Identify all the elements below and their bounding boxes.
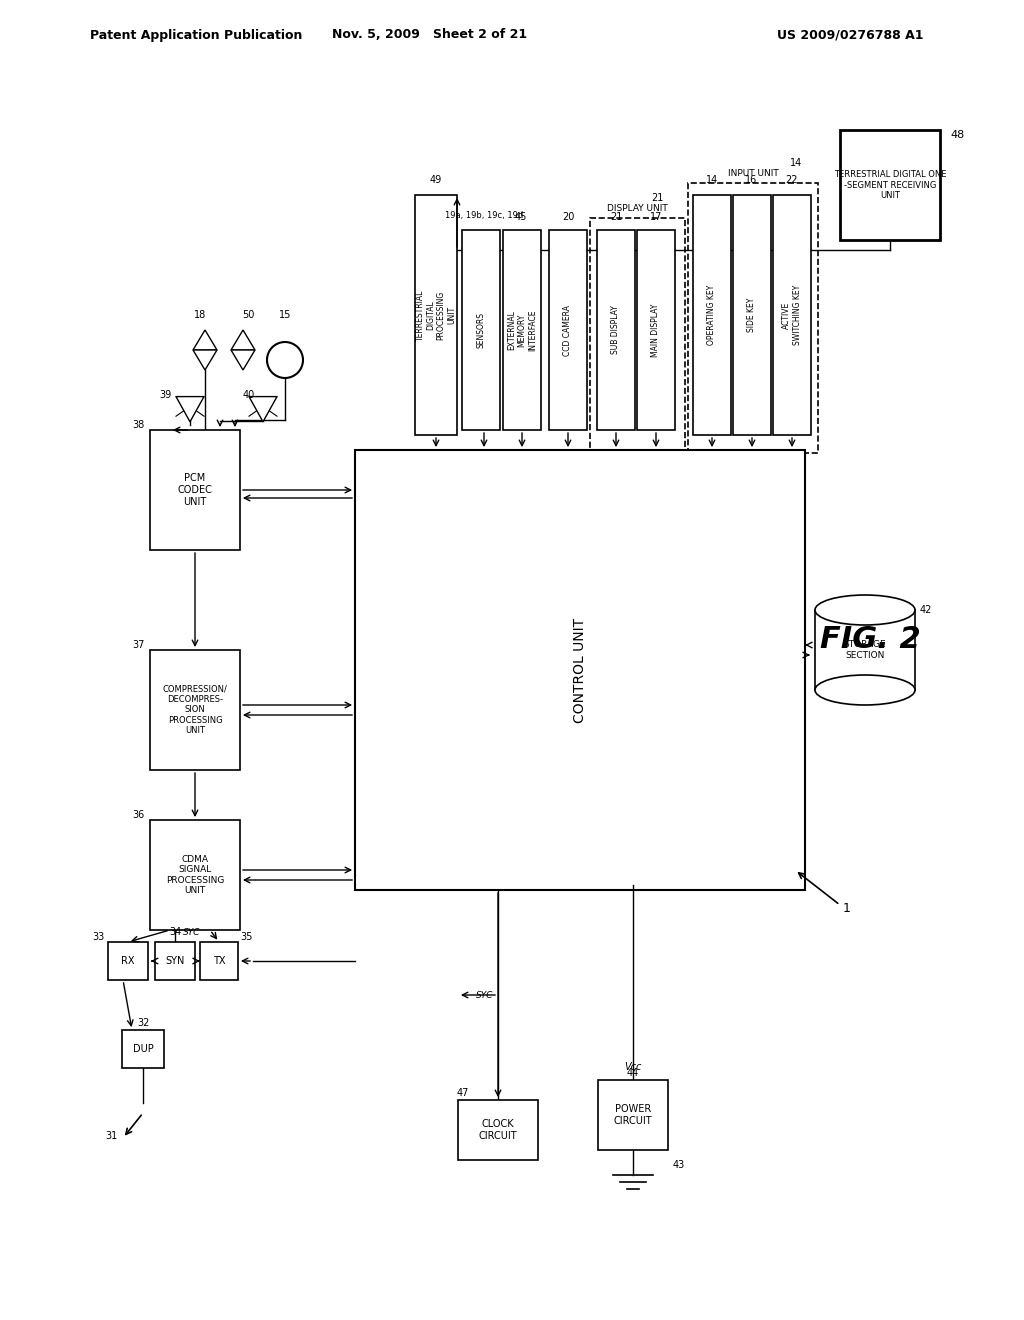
Text: CONTROL UNIT: CONTROL UNIT <box>573 618 587 722</box>
Ellipse shape <box>815 595 915 624</box>
Polygon shape <box>231 330 255 350</box>
Text: 39: 39 <box>160 389 172 400</box>
Text: 20: 20 <box>562 213 574 222</box>
Bar <box>549 230 587 430</box>
Polygon shape <box>249 396 278 422</box>
Bar <box>637 230 675 430</box>
Text: SYC: SYC <box>475 990 493 999</box>
Text: SIDE KEY: SIDE KEY <box>748 298 757 333</box>
Text: 34: 34 <box>169 927 181 937</box>
Bar <box>122 1030 164 1068</box>
Ellipse shape <box>815 675 915 705</box>
Bar <box>815 610 915 690</box>
Text: 50: 50 <box>242 310 254 319</box>
Text: RX: RX <box>121 956 135 966</box>
Text: Patent Application Publication: Patent Application Publication <box>90 29 302 41</box>
Text: 48: 48 <box>950 129 965 140</box>
Text: 21: 21 <box>610 213 623 222</box>
Text: 19a, 19b, 19c, 19d: 19a, 19b, 19c, 19d <box>444 211 523 220</box>
Text: CDMA
SIGNAL
PROCESSING
UNIT: CDMA SIGNAL PROCESSING UNIT <box>166 855 224 895</box>
Bar <box>503 230 541 430</box>
Text: 22: 22 <box>784 176 798 185</box>
Text: 47: 47 <box>457 1088 469 1098</box>
Text: 49: 49 <box>430 176 442 185</box>
Bar <box>733 195 771 436</box>
Text: MAIN DISPLAY: MAIN DISPLAY <box>651 304 660 356</box>
Text: 40: 40 <box>243 389 255 400</box>
Bar <box>150 430 240 550</box>
Text: SENSORS: SENSORS <box>476 312 485 348</box>
Text: EXTERNAL
MEMORY
INTERFACE: EXTERNAL MEMORY INTERFACE <box>507 309 537 351</box>
Text: ACTIVE
SWITCHING KEY: ACTIVE SWITCHING KEY <box>782 285 802 345</box>
Text: DUP: DUP <box>133 1044 154 1053</box>
Text: TX: TX <box>213 956 225 966</box>
Text: 32: 32 <box>137 1018 150 1028</box>
Bar <box>840 129 940 240</box>
Text: 36: 36 <box>133 810 145 820</box>
Bar <box>458 1100 538 1160</box>
Bar <box>688 183 818 453</box>
Bar <box>150 649 240 770</box>
Polygon shape <box>193 330 217 350</box>
Bar <box>108 942 148 979</box>
Text: OPERATING KEY: OPERATING KEY <box>708 285 717 345</box>
Text: SYN: SYN <box>165 956 184 966</box>
Circle shape <box>267 342 303 378</box>
Text: TERRESTRIAL
DIGITAL
PROCESSING
UNIT: TERRESTRIAL DIGITAL PROCESSING UNIT <box>416 289 456 341</box>
Text: 44: 44 <box>627 1068 639 1078</box>
Polygon shape <box>176 396 204 422</box>
Bar <box>773 195 811 436</box>
Text: STORAGE
SECTION: STORAGE SECTION <box>844 640 887 660</box>
Text: Nov. 5, 2009   Sheet 2 of 21: Nov. 5, 2009 Sheet 2 of 21 <box>333 29 527 41</box>
Text: COMPRESSION/
DECOMPRES-
SION
PROCESSING
UNIT: COMPRESSION/ DECOMPRES- SION PROCESSING … <box>163 685 227 735</box>
Bar <box>590 218 685 458</box>
Text: SYC: SYC <box>183 928 201 937</box>
Bar <box>155 942 195 979</box>
Bar <box>598 1080 668 1150</box>
Text: 15: 15 <box>279 310 291 319</box>
Text: 38: 38 <box>133 420 145 430</box>
Text: POWER
CIRCUIT: POWER CIRCUIT <box>613 1105 652 1126</box>
Text: INPUT UNIT: INPUT UNIT <box>728 169 778 178</box>
Bar <box>693 195 731 436</box>
Text: 14: 14 <box>790 158 802 168</box>
Text: US 2009/0276788 A1: US 2009/0276788 A1 <box>777 29 924 41</box>
Text: 33: 33 <box>93 932 105 942</box>
Text: CLOCK
CIRCUIT: CLOCK CIRCUIT <box>478 1119 517 1140</box>
Bar <box>597 230 635 430</box>
Text: 42: 42 <box>920 605 933 615</box>
Bar <box>415 195 457 436</box>
Bar <box>200 942 238 979</box>
Text: 37: 37 <box>133 640 145 649</box>
Text: 16: 16 <box>744 176 757 185</box>
Text: 1: 1 <box>843 902 851 915</box>
Text: DISPLAY UNIT: DISPLAY UNIT <box>607 205 668 213</box>
Bar <box>150 820 240 931</box>
Text: 17: 17 <box>650 213 663 222</box>
Text: 35: 35 <box>240 932 252 942</box>
Text: 14: 14 <box>706 176 718 185</box>
Text: 18: 18 <box>194 310 206 319</box>
Text: SUB DISPLAY: SUB DISPLAY <box>611 305 621 355</box>
Text: 21: 21 <box>651 193 664 203</box>
Text: 31: 31 <box>105 1131 118 1140</box>
Text: FIG. 2: FIG. 2 <box>819 626 921 655</box>
Text: Vcc: Vcc <box>625 1063 642 1072</box>
Text: CCD CAMERA: CCD CAMERA <box>563 305 572 355</box>
Text: PCM
CODEC
UNIT: PCM CODEC UNIT <box>177 474 212 507</box>
Bar <box>462 230 500 430</box>
Polygon shape <box>193 350 217 370</box>
Polygon shape <box>231 350 255 370</box>
Bar <box>355 450 805 890</box>
Text: 45: 45 <box>515 213 527 222</box>
Text: TERRESTRIAL DIGITAL ONE
-SEGMENT RECEIVING
UNIT: TERRESTRIAL DIGITAL ONE -SEGMENT RECEIVI… <box>834 170 946 199</box>
Text: 43: 43 <box>673 1160 685 1170</box>
